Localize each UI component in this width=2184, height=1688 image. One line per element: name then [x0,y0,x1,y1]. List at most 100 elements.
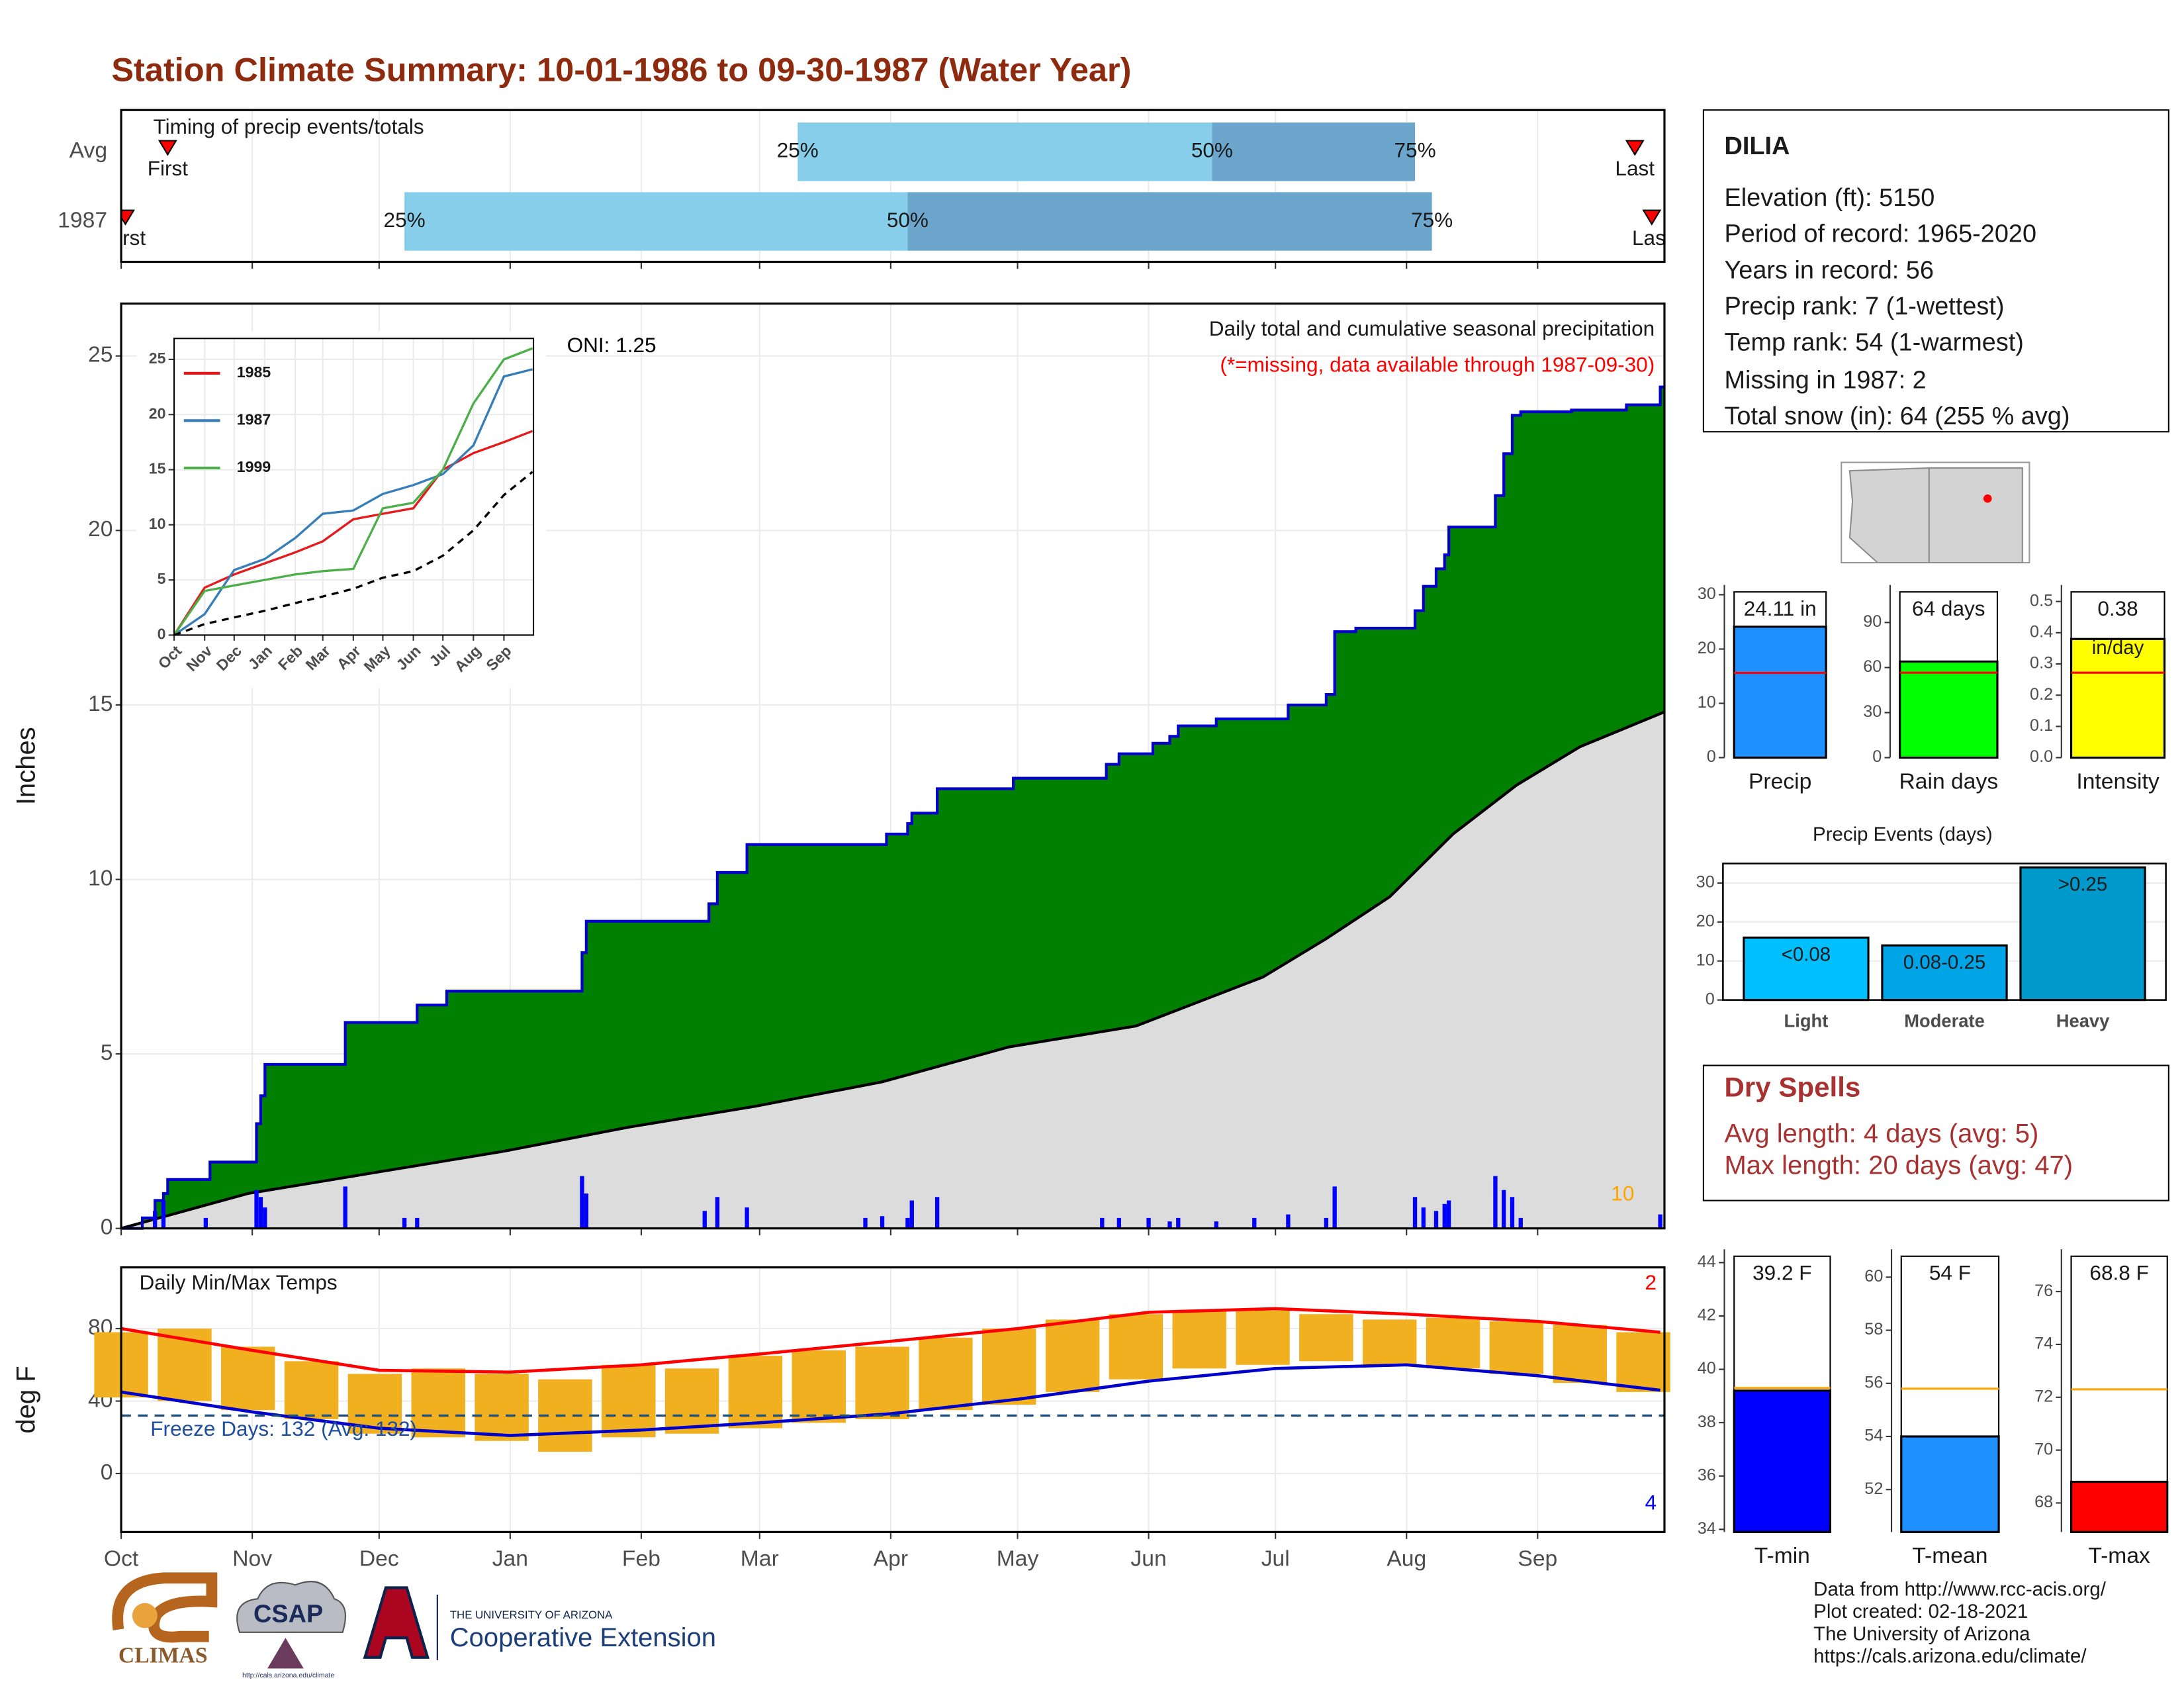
daily-range [1553,1325,1607,1383]
x-tick-label: May [997,1546,1039,1571]
category-label: Light [1784,1011,1829,1031]
daily-range [1489,1321,1544,1374]
y-tick-label: 10 [149,515,166,532]
station-name: DILIA [1724,132,1790,160]
daily-bar [580,1176,584,1229]
dry-spells-line: Max length: 20 days (avg: 47) [1724,1151,2073,1180]
daily-bar [1146,1217,1151,1229]
x-tick-label: Mar [741,1546,779,1571]
daily-range [855,1346,909,1419]
average-area [121,712,1664,1229]
daily-bar [905,1217,910,1229]
bar [1881,944,2008,1002]
y-tick-label: 76 [2034,1282,2053,1300]
dry-spells-title: Dry Spells [1724,1071,1860,1102]
timing-title: Timing of precip events/totals [154,115,424,138]
x-tick-label: Apr [874,1546,908,1571]
quartile-bar [1212,122,1416,181]
bar [1743,936,1870,1002]
y-tick-label: 0 [101,1215,113,1240]
event-label: First [105,226,146,250]
daily-bar [1421,1207,1426,1229]
daily-bar [1332,1186,1337,1229]
daily-range [1109,1314,1163,1380]
daily-bar [880,1216,885,1229]
daily-range [347,1374,402,1434]
climas-text: CLIMAS [118,1643,208,1667]
daily-bar [1252,1217,1257,1229]
y-tick-label: 20 [88,517,113,541]
csap-icon [267,1638,304,1669]
daily-bar [909,1200,914,1229]
event-marker [1642,209,1662,226]
climas-logo [132,1603,158,1628]
y-tick-label: 68 [2034,1493,2053,1511]
info-box [1702,109,2169,433]
category-label: T-max [2088,1544,2150,1568]
series-line [173,471,533,636]
info-line: Total snow (in): 64 (255 % avg) [1724,402,2070,430]
y-tick-label: 10 [1696,951,1715,969]
daily-range [982,1329,1036,1405]
event-label: Last [1615,156,1655,180]
daily-range [284,1361,339,1419]
info-line: Years in record: 56 [1724,256,1933,284]
chart-title: Precip Events (days) [1813,823,1993,845]
y-tick-label: 52 [1864,1479,1883,1498]
inset-frame [173,338,535,636]
y-tick-label: 0.5 [2030,591,2053,610]
unit-label: in/day [2092,637,2144,659]
university-text: THE UNIVERSITY OF ARIZONA [450,1609,613,1621]
climas-logo [112,1572,218,1643]
x-tick-label: Jan [492,1546,528,1571]
normal-line [120,1363,1661,1437]
panel-frame [1722,863,2167,1001]
y-tick-label: 5 [101,1041,113,1065]
y-tick-label: 0 [158,626,166,643]
location-map [1841,461,2030,564]
annotation: 2 [1645,1270,1657,1294]
y-tick-label: 20 [1696,912,1715,930]
category-label: T-min [1754,1544,1810,1568]
daily-bar [1510,1197,1515,1229]
footer-line: Plot created: 02-18-2021 [1813,1601,2028,1622]
y-tick-label: 60 [1863,657,1882,676]
y-tick-label: 0 [1706,990,1715,1008]
y-tick-label: 0.2 [2030,685,2053,704]
daily-bar [934,1197,940,1229]
extension-text: Cooperative Extension [450,1623,716,1652]
y-tick-label: 30 [1863,702,1882,721]
x-tick-label: Jun [1130,1546,1166,1571]
category-label: Moderate [1904,1011,1985,1031]
panel-frame [120,1266,1666,1533]
daily-bar [1167,1221,1172,1229]
annotation: 10 [1611,1182,1634,1205]
value-label: 39.2 F [1752,1260,1811,1284]
x-tick-label: Nov [232,1546,272,1571]
category-label: Precip [1749,769,1811,794]
annotation: ONI: 1.25 [567,333,657,357]
page-title: Station Climate Summary: 10-01-1986 to 0… [111,51,1131,89]
bar-label: >0.25 [2058,873,2108,895]
quartile-bar [404,192,908,251]
bar [1733,626,1827,759]
daily-bar [1493,1176,1498,1229]
value-label: 0.38 [2097,596,2138,620]
daily-bar [1100,1217,1105,1229]
event-label: Last [1632,226,1672,250]
daily-range [1616,1332,1670,1392]
normal-line [120,1307,1661,1374]
series-line [173,347,533,636]
y-tick-label: 56 [1864,1373,1883,1391]
y-tick-label: 0 [101,1460,113,1485]
daily-range [411,1368,465,1438]
y-tick-label: 15 [149,460,166,477]
quartile-bar [797,122,1212,181]
y-tick-label: 0 [1707,747,1716,766]
info-line: Elevation (ft): 5150 [1724,184,1934,212]
daily-bar [153,1211,158,1229]
footer-line: Data from http://www.rcc-acis.org/ [1813,1579,2107,1601]
y-tick-label: 15 [88,692,113,716]
daily-bar [203,1217,208,1229]
y-tick-label: 70 [2034,1440,2053,1458]
